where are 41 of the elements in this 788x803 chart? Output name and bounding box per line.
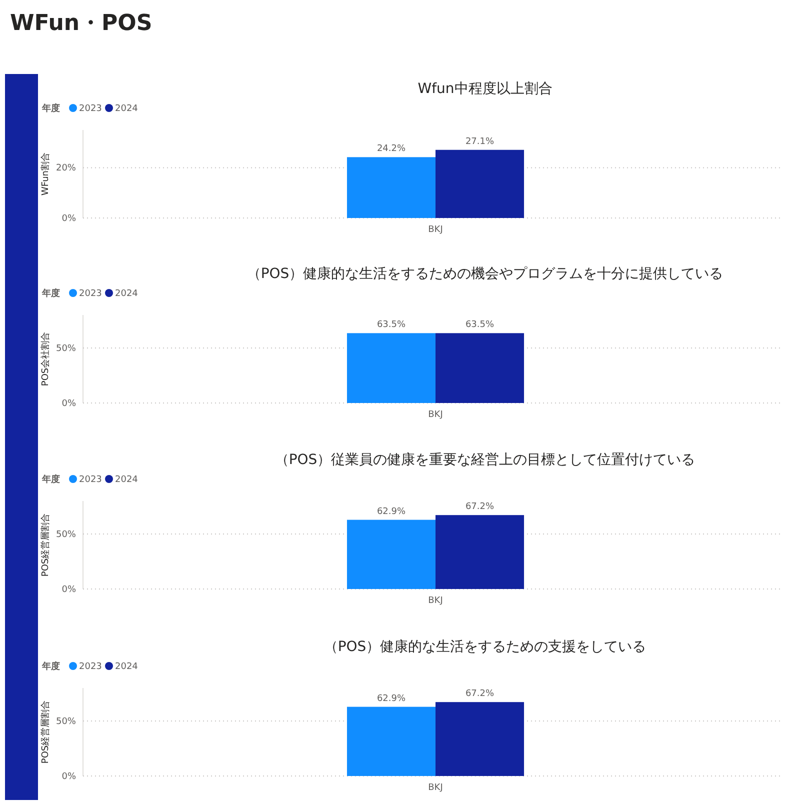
y-axis-title: POS経営層割合 <box>40 700 51 764</box>
legend-label: 2024 <box>115 662 138 672</box>
data-label: 27.1% <box>465 136 494 147</box>
legend-label: 2024 <box>115 289 138 299</box>
data-label: 62.9% <box>376 506 406 517</box>
data-label: 67.2% <box>465 689 494 700</box>
legend-label: 2023 <box>79 662 102 672</box>
x-tick-label: BKJ <box>428 783 443 793</box>
y-axis-title: POS会社割合 <box>40 332 51 386</box>
legend-label: 2023 <box>79 289 102 299</box>
legend-title: 年度 <box>41 661 60 672</box>
y-axis-title: POS経営層割合 <box>40 513 51 577</box>
y-tick-label: 0% <box>62 772 76 782</box>
y-tick-label: 50% <box>56 344 76 354</box>
chart-title: （POS）健康的な生活をするための機会やプログラムを十分に提供している <box>246 266 724 282</box>
x-tick-label: BKJ <box>428 410 443 420</box>
data-label: 24.2% <box>376 144 406 154</box>
data-label: 63.5% <box>376 320 406 330</box>
legend-title: 年度 <box>41 103 60 114</box>
legend-title: 年度 <box>41 288 60 299</box>
data-label: 63.5% <box>465 320 494 330</box>
y-tick-label: 0% <box>62 214 76 224</box>
data-label: 67.2% <box>465 502 494 512</box>
legend-label: 2024 <box>115 104 138 114</box>
legend-label: 2024 <box>115 475 138 485</box>
legend-label: 2023 <box>79 104 102 114</box>
text: WFun・POS <box>10 11 152 36</box>
y-tick-label: 50% <box>56 530 76 540</box>
chart-title: （POS）従業員の健康を重要な経営上の目標として位置付けている <box>274 452 696 468</box>
x-tick-label: BKJ <box>428 596 443 606</box>
y-tick-label: 0% <box>62 585 76 595</box>
x-tick-label: BKJ <box>428 225 443 235</box>
legend-label: 2023 <box>79 475 102 485</box>
chart-title: （POS）健康的な生活をするための支援をしている <box>324 639 646 655</box>
y-axis-title: WFun割合 <box>40 152 51 196</box>
data-label: 62.9% <box>376 694 406 704</box>
y-tick-label: 20% <box>56 164 76 174</box>
chart-title: Wfun中程度以上割合 <box>418 81 552 97</box>
y-tick-label: 0% <box>62 399 76 409</box>
y-tick-label: 50% <box>56 717 76 727</box>
legend-title: 年度 <box>41 474 60 485</box>
